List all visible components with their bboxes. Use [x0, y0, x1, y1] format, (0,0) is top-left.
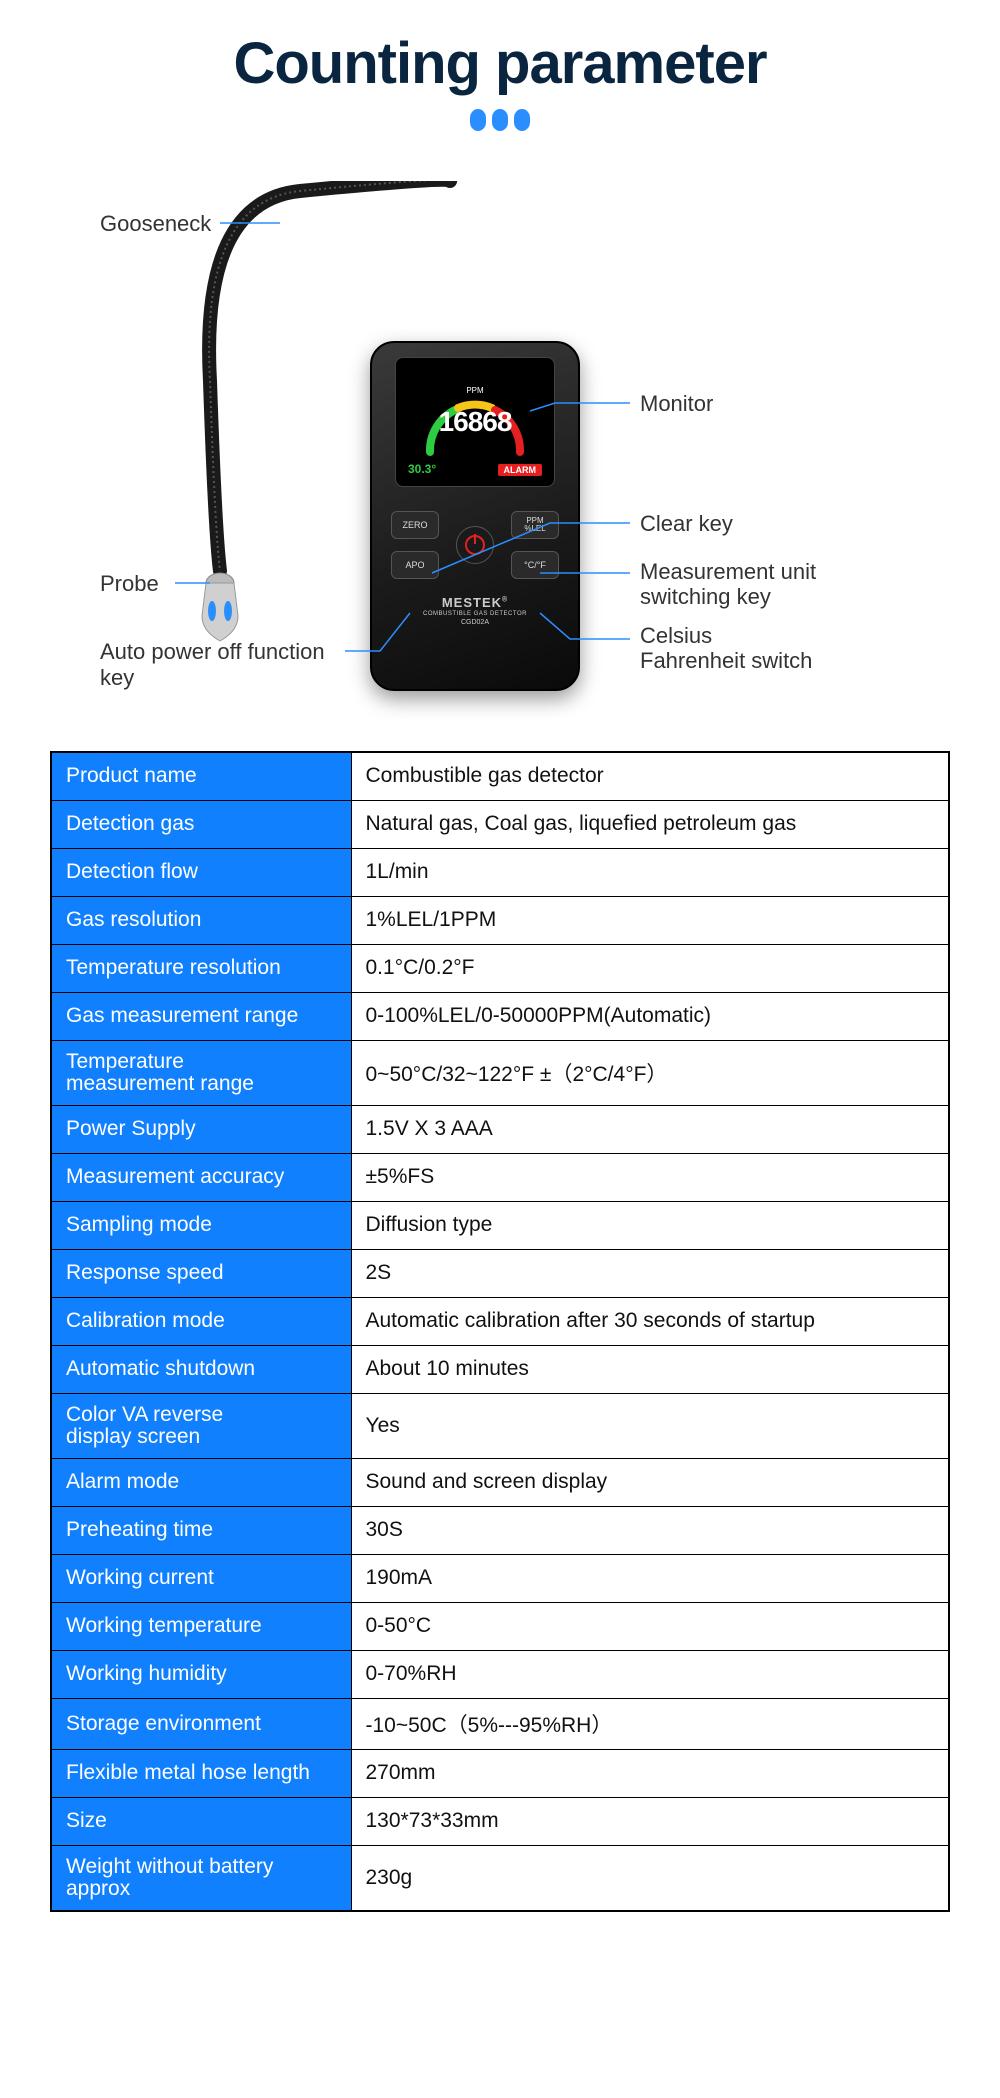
table-row: Product nameCombustible gas detector [51, 752, 949, 800]
spec-key: Preheating time [51, 1506, 351, 1554]
spec-value: Diffusion type [351, 1201, 949, 1249]
page-title: Counting parameter [50, 30, 950, 97]
table-row: Working current190mA [51, 1554, 949, 1602]
spec-value: 230g [351, 1845, 949, 1911]
brand-subtitle: COMBUSTIBLE GAS DETECTOR [423, 611, 527, 617]
spec-key: Response speed [51, 1249, 351, 1297]
spec-value: Combustible gas detector [351, 752, 949, 800]
decorative-dots [50, 109, 950, 131]
spec-value: 0-50°C [351, 1602, 949, 1650]
spec-value: 0.1°C/0.2°F [351, 944, 949, 992]
spec-value: Sound and screen display [351, 1458, 949, 1506]
table-row: Power Supply1.5V X 3 AAA [51, 1105, 949, 1153]
spec-value: About 10 minutes [351, 1345, 949, 1393]
device-body: PPM 16868 30.3° ALARM ZERO PPM %LEL APO … [370, 341, 580, 691]
spec-value: 130*73*33mm [351, 1797, 949, 1845]
callout-apo: Auto power off function key [100, 639, 325, 692]
spec-key: Storage environment [51, 1698, 351, 1749]
spec-key: Temperature resolution [51, 944, 351, 992]
callout-cf: Celsius Fahrenheit switch [640, 623, 812, 674]
table-row: Calibration modeAutomatic calibration af… [51, 1297, 949, 1345]
spec-key: Sampling mode [51, 1201, 351, 1249]
table-row: Storage environment-10~50C（5%---95%RH） [51, 1698, 949, 1749]
callout-unit: Measurement unit switching key [640, 559, 816, 610]
spec-key: Detection flow [51, 848, 351, 896]
spec-key: Detection gas [51, 800, 351, 848]
brand-block: MESTEK® COMBUSTIBLE GAS DETECTOR CGD02A [423, 595, 527, 626]
ppm-button: PPM %LEL [511, 511, 559, 539]
ppm-label: PPM [466, 386, 483, 395]
callout-monitor: Monitor [640, 391, 713, 417]
spec-key: Temperature measurement range [51, 1040, 351, 1105]
cf-button: °C/°F [511, 551, 559, 579]
spec-key: Flexible metal hose length [51, 1749, 351, 1797]
spec-value: 1.5V X 3 AAA [351, 1105, 949, 1153]
spec-key: Product name [51, 752, 351, 800]
gas-reading: 16868 [439, 406, 512, 438]
table-row: Working humidity0-70%RH [51, 1650, 949, 1698]
spec-key: Measurement accuracy [51, 1153, 351, 1201]
table-row: Detection flow1L/min [51, 848, 949, 896]
callout-probe: Probe [100, 571, 159, 597]
product-diagram: PPM 16868 30.3° ALARM ZERO PPM %LEL APO … [50, 171, 950, 711]
table-row: Size130*73*33mm [51, 1797, 949, 1845]
temperature-reading: 30.3° [408, 462, 436, 476]
table-row: Detection gasNatural gas, Coal gas, liqu… [51, 800, 949, 848]
device-screen: PPM 16868 30.3° ALARM [395, 357, 555, 487]
callout-clear: Clear key [640, 511, 733, 537]
spec-key: Power Supply [51, 1105, 351, 1153]
spec-value: 190mA [351, 1554, 949, 1602]
spec-key: Working temperature [51, 1602, 351, 1650]
brand-name: MESTEK® [423, 595, 527, 610]
power-icon [465, 535, 485, 555]
table-row: Temperature resolution0.1°C/0.2°F [51, 944, 949, 992]
table-row: Measurement accuracy±5%FS [51, 1153, 949, 1201]
table-row: Gas measurement range0-100%LEL/0-50000PP… [51, 992, 949, 1040]
apo-button: APO [391, 551, 439, 579]
spec-key: Automatic shutdown [51, 1345, 351, 1393]
spec-value: 0-70%RH [351, 1650, 949, 1698]
table-row: Color VA reverse display screenYes [51, 1393, 949, 1458]
table-row: Response speed2S [51, 1249, 949, 1297]
callout-gooseneck: Gooseneck [100, 211, 211, 237]
spec-value: 1%LEL/1PPM [351, 896, 949, 944]
table-row: Gas resolution1%LEL/1PPM [51, 896, 949, 944]
table-row: Temperature measurement range0~50°C/32~1… [51, 1040, 949, 1105]
table-row: Weight without battery approx230g [51, 1845, 949, 1911]
spec-table: Product nameCombustible gas detectorDete… [50, 751, 950, 1912]
spec-value: 2S [351, 1249, 949, 1297]
spec-key: Gas resolution [51, 896, 351, 944]
spec-value: -10~50C（5%---95%RH） [351, 1698, 949, 1749]
spec-value: Yes [351, 1393, 949, 1458]
spec-value: 1L/min [351, 848, 949, 896]
spec-value: Automatic calibration after 30 seconds o… [351, 1297, 949, 1345]
spec-key: Working current [51, 1554, 351, 1602]
spec-value: 0~50°C/32~122°F ±（2°C/4°F） [351, 1040, 949, 1105]
table-row: Automatic shutdownAbout 10 minutes [51, 1345, 949, 1393]
table-row: Working temperature0-50°C [51, 1602, 949, 1650]
spec-key: Gas measurement range [51, 992, 351, 1040]
spec-key: Color VA reverse display screen [51, 1393, 351, 1458]
spec-value: 270mm [351, 1749, 949, 1797]
power-button [456, 526, 494, 564]
spec-value: Natural gas, Coal gas, liquefied petrole… [351, 800, 949, 848]
brand-model: CGD02A [423, 619, 527, 626]
table-row: Alarm modeSound and screen display [51, 1458, 949, 1506]
zero-button: ZERO [391, 511, 439, 539]
keypad: ZERO PPM %LEL APO °C/°F [390, 509, 560, 581]
spec-key: Size [51, 1797, 351, 1845]
spec-value: 30S [351, 1506, 949, 1554]
spec-key: Working humidity [51, 1650, 351, 1698]
spec-key: Alarm mode [51, 1458, 351, 1506]
alarm-badge: ALARM [498, 464, 543, 476]
spec-value: 0-100%LEL/0-50000PPM(Automatic) [351, 992, 949, 1040]
table-row: Flexible metal hose length270mm [51, 1749, 949, 1797]
spec-key: Calibration mode [51, 1297, 351, 1345]
spec-value: ±5%FS [351, 1153, 949, 1201]
table-row: Preheating time30S [51, 1506, 949, 1554]
table-row: Sampling modeDiffusion type [51, 1201, 949, 1249]
spec-key: Weight without battery approx [51, 1845, 351, 1911]
